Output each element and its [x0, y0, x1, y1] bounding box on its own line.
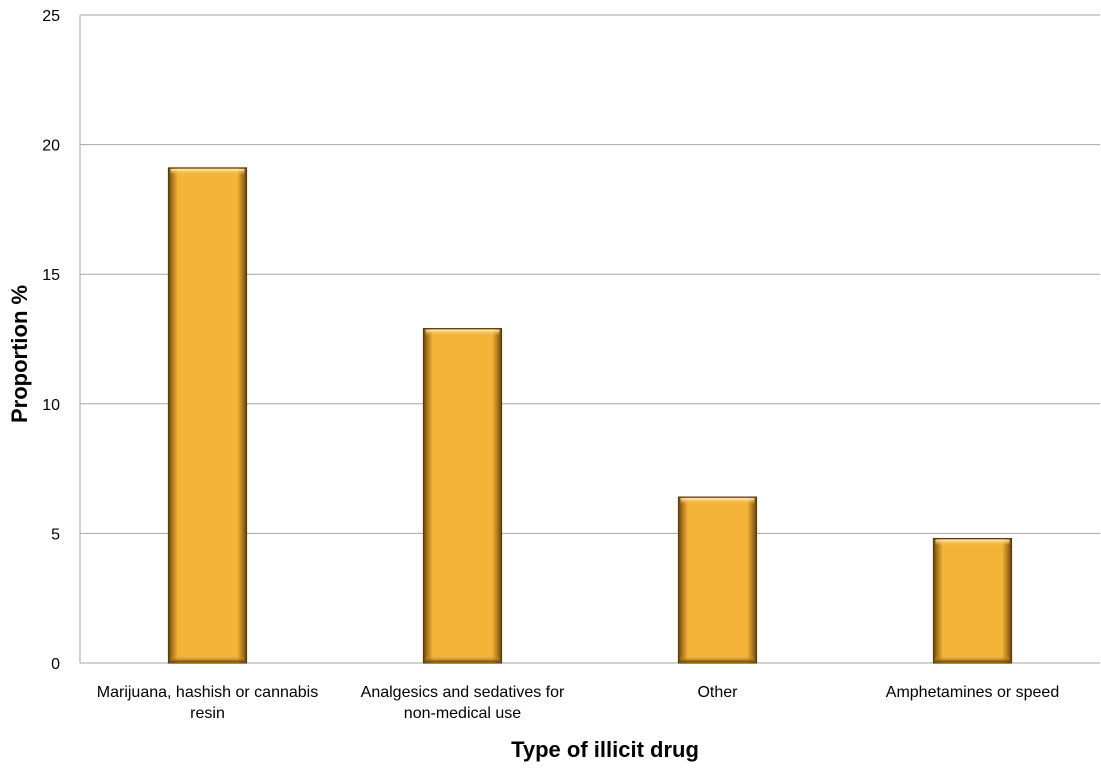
gridlines	[79, 14, 1100, 664]
y-tick-labels: 0 5 10 15 20 25	[42, 8, 60, 673]
bar-top-highlight	[680, 498, 755, 505]
bar	[167, 167, 248, 664]
x-category-labels: Marijuana, hashish or cannabis resin Analg…	[97, 684, 1059, 722]
bar-bottom-shade	[680, 656, 755, 662]
bar	[422, 328, 503, 664]
x-axis-title: Type of illicit drug	[511, 737, 699, 762]
bar-top-highlight	[935, 539, 1010, 546]
bars	[167, 167, 1013, 664]
x-category-label: Marijuana, hashish or cannabis resin	[97, 684, 318, 722]
bar	[677, 496, 758, 664]
x-category-label: Other	[697, 684, 738, 701]
y-axis-title: Proportion %	[7, 285, 32, 423]
bar-bottom-shade	[425, 656, 500, 662]
y-tick-label: 0	[51, 656, 60, 673]
x-category-label: Analgesics and sedatives for non-medical …	[361, 684, 565, 722]
y-tick-label: 25	[42, 8, 60, 25]
bar-top-highlight	[425, 329, 500, 336]
y-tick-label: 10	[42, 397, 60, 414]
bar-body	[422, 328, 503, 664]
bar	[932, 537, 1013, 664]
bar-body	[677, 496, 758, 664]
bar-bottom-shade	[170, 656, 245, 662]
x-category-label: Amphetamines or speed	[886, 684, 1059, 701]
y-tick-label: 20	[42, 138, 60, 155]
bar-bottom-shade	[935, 656, 1010, 662]
bar-body	[167, 167, 248, 664]
y-tick-label: 5	[51, 526, 60, 543]
y-tick-label: 15	[42, 267, 60, 284]
bar-body	[932, 537, 1013, 664]
bar-top-highlight	[170, 168, 245, 175]
